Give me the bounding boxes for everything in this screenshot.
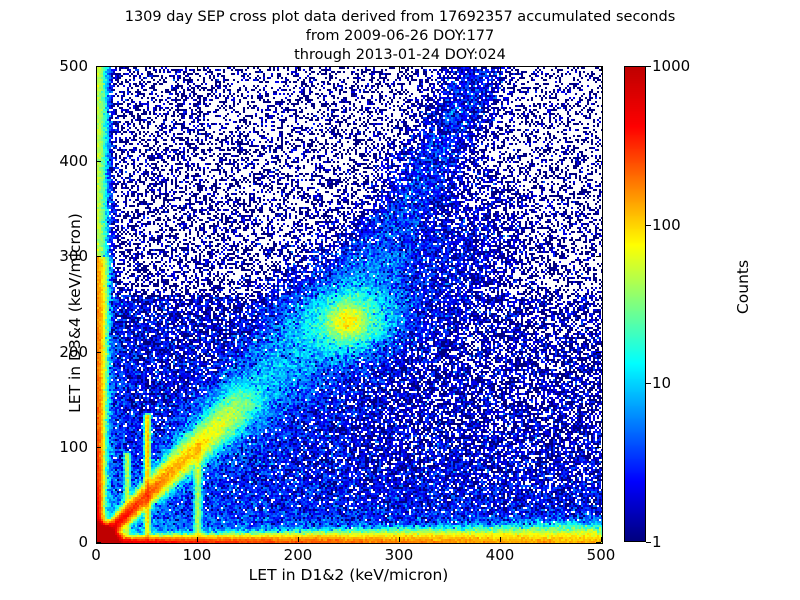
colorbar-tick-mark — [646, 66, 651, 67]
y-tick-mark — [96, 66, 101, 67]
y-tick-label: 100 — [59, 438, 88, 456]
y-tick-mark-right — [596, 542, 601, 543]
y-tick-mark-right — [596, 447, 601, 448]
colorbar-tick-label: 10 — [652, 374, 672, 392]
x-tick-mark — [399, 537, 400, 542]
colorbar-tick-label: 1000 — [652, 57, 691, 75]
x-tick-label: 400 — [485, 546, 515, 564]
plot-axes-area[interactable] — [96, 66, 603, 544]
x-axis-label: LET in D1&2 (keV/micron) — [248, 566, 449, 584]
colorbar-tick-mark — [646, 542, 651, 543]
title-line-3: through 2013-01-24 DOY:024 — [294, 47, 506, 63]
x-tick-label: 0 — [91, 546, 101, 564]
x-tick-label: 100 — [182, 546, 212, 564]
colorbar-tick-label: 100 — [652, 216, 681, 234]
y-tick-mark — [96, 542, 101, 543]
colorbar[interactable] — [624, 66, 646, 542]
x-tick-mark-top — [500, 66, 501, 71]
colorbar-label: Counts — [734, 259, 752, 315]
y-tick-label: 300 — [59, 247, 88, 265]
title-line-1: 1309 day SEP cross plot data derived fro… — [124, 9, 676, 25]
x-tick-mark-top — [96, 66, 97, 71]
x-tick-mark-top — [399, 66, 400, 71]
y-axis-label: LET in D3&4 (keV/micron) — [66, 213, 84, 413]
y-tick-label: 200 — [59, 343, 88, 361]
title-line-2: from 2009-06-26 DOY:177 — [305, 28, 495, 44]
x-tick-mark — [500, 537, 501, 542]
x-tick-mark — [96, 537, 97, 542]
x-tick-mark — [298, 537, 299, 542]
x-tick-mark-top — [601, 66, 602, 71]
y-tick-mark-right — [596, 352, 601, 353]
colorbar-tick-mark — [646, 225, 651, 226]
x-tick-mark — [197, 537, 198, 542]
x-tick-label: 500 — [586, 546, 616, 564]
y-tick-label: 400 — [59, 152, 88, 170]
y-tick-mark-right — [596, 161, 601, 162]
y-tick-mark — [96, 447, 101, 448]
density-heatmap — [97, 67, 602, 543]
y-tick-mark-right — [596, 256, 601, 257]
y-tick-label: 0 — [78, 533, 88, 551]
y-tick-label: 500 — [59, 57, 88, 75]
y-tick-mark-right — [596, 66, 601, 67]
colorbar-gradient — [624, 66, 646, 542]
y-tick-mark — [96, 352, 101, 353]
x-tick-mark-top — [197, 66, 198, 71]
x-tick-label: 300 — [384, 546, 414, 564]
y-tick-mark — [96, 161, 101, 162]
x-tick-mark-top — [298, 66, 299, 71]
colorbar-tick-label: 1 — [652, 533, 662, 551]
y-tick-mark — [96, 256, 101, 257]
x-tick-label: 200 — [283, 546, 313, 564]
plot-title: 1309 day SEP cross plot data derived fro… — [0, 8, 800, 65]
x-tick-mark — [601, 537, 602, 542]
colorbar-tick-mark — [646, 383, 651, 384]
